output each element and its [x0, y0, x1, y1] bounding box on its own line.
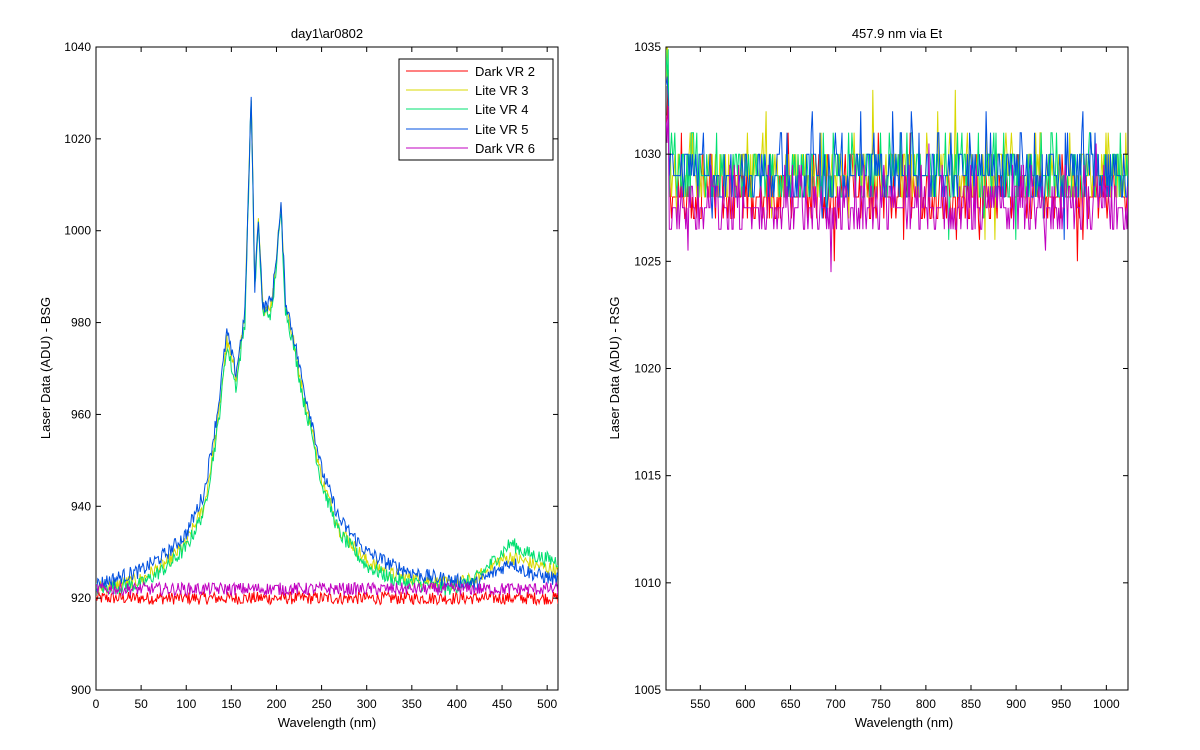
plot-right: 550 600 650 700 750 800 850 900 950 1000 1005 1010 1…	[634, 40, 1128, 711]
y-tick-label: 1040	[64, 40, 91, 54]
x-tick-label: 900	[1006, 697, 1026, 711]
legend-label: Lite VR 5	[475, 122, 528, 137]
series-line-dark-vr-6	[96, 580, 558, 597]
x-tick-label: 400	[447, 697, 467, 711]
chart-title-left: day1\ar0802	[291, 26, 363, 41]
plot-left: 0 50 100 150 200 250 300 350 400 450 500 900 920 940 9…	[64, 40, 558, 711]
series-line-trace-5	[666, 105, 1128, 273]
x-tick-label: 150	[221, 697, 241, 711]
series-line-lite-vr-5	[96, 96, 558, 592]
y-tick-label: 1025	[634, 254, 661, 268]
series-line-trace-4	[666, 76, 1128, 240]
x-tick-label: 100	[176, 697, 196, 711]
chart-right: 550 600 650 700 750 800 850 900 950 1000 1005 1010 1…	[607, 26, 1129, 730]
legend-item: Lite VR 4	[406, 102, 528, 117]
x-tick-label: 200	[266, 697, 286, 711]
x-tick-label: 50	[134, 697, 148, 711]
x-tick-label: 800	[916, 697, 936, 711]
x-tick-label: 1000	[1093, 697, 1120, 711]
series-line-trace-1	[666, 69, 1128, 262]
y-axis-label-left: Laser Data (ADU) - BSG	[38, 297, 53, 439]
x-tick-label: 500	[537, 697, 557, 711]
y-axis-label-right: Laser Data (ADU) - RSG	[607, 296, 622, 439]
series-lines	[96, 96, 558, 607]
legend-label: Dark VR 6	[475, 141, 535, 156]
series-line-lite-vr-3	[96, 99, 558, 594]
axes: 0 50 100 150 200 250 300 350 400 450 500 900 920 940 9…	[64, 40, 558, 711]
plot-area-right	[665, 46, 1129, 691]
x-tick-label: 550	[690, 697, 710, 711]
x-tick-label: 700	[826, 697, 846, 711]
series-line-lite-vr-4	[96, 100, 558, 596]
x-tick-label: 300	[357, 697, 377, 711]
y-tick-label: 1010	[634, 576, 661, 590]
y-tick-label: 1000	[64, 224, 91, 238]
x-tick-label: 450	[492, 697, 512, 711]
chart-left: 0 50 100 150 200 250 300 350 400 450 500 900 920 940 9…	[38, 26, 559, 730]
series-line-dark-vr-2	[96, 590, 558, 607]
y-tick-label: 1030	[634, 147, 661, 161]
x-tick-label: 250	[312, 697, 332, 711]
y-tick-label: 900	[71, 683, 91, 697]
legend-item: Lite VR 3	[406, 83, 528, 98]
legend-item: Dark VR 6	[406, 141, 535, 156]
legend-item: Dark VR 2	[406, 64, 535, 79]
x-tick-label: 950	[1051, 697, 1071, 711]
series-lines	[666, 47, 1128, 273]
x-tick-label: 750	[871, 697, 891, 711]
y-tick-label: 920	[71, 591, 91, 605]
x-tick-label: 600	[735, 697, 755, 711]
y-tick-label: 960	[71, 407, 91, 421]
x-tick-label: 0	[93, 697, 100, 711]
x-tick-label: 350	[402, 697, 422, 711]
y-tick-label: 940	[71, 499, 91, 513]
y-tick-label: 980	[71, 316, 91, 330]
y-tick-label: 1035	[634, 40, 661, 54]
chart-title-right: 457.9 nm via Et	[852, 26, 943, 41]
y-tick-label: 1015	[634, 469, 661, 483]
y-tick-label: 1005	[634, 683, 661, 697]
legend-label: Dark VR 2	[475, 64, 535, 79]
legend-label: Lite VR 3	[475, 83, 528, 98]
x-tick-label: 850	[961, 697, 981, 711]
x-tick-label: 650	[781, 697, 801, 711]
axes: 550 600 650 700 750 800 850 900 950 1000 1005 1010 1…	[634, 40, 1128, 711]
legend: Dark VR 2 Lite VR 3 Lite VR 4 Lite VR 5 …	[398, 58, 554, 161]
y-tick-label: 1020	[634, 362, 661, 376]
legend-label: Lite VR 4	[475, 102, 528, 117]
y-tick-label: 1020	[64, 132, 91, 146]
legend-item: Lite VR 5	[406, 122, 528, 137]
x-axis-label-right: Wavelength (nm)	[855, 715, 954, 730]
x-axis-label-left: Wavelength (nm)	[278, 715, 377, 730]
